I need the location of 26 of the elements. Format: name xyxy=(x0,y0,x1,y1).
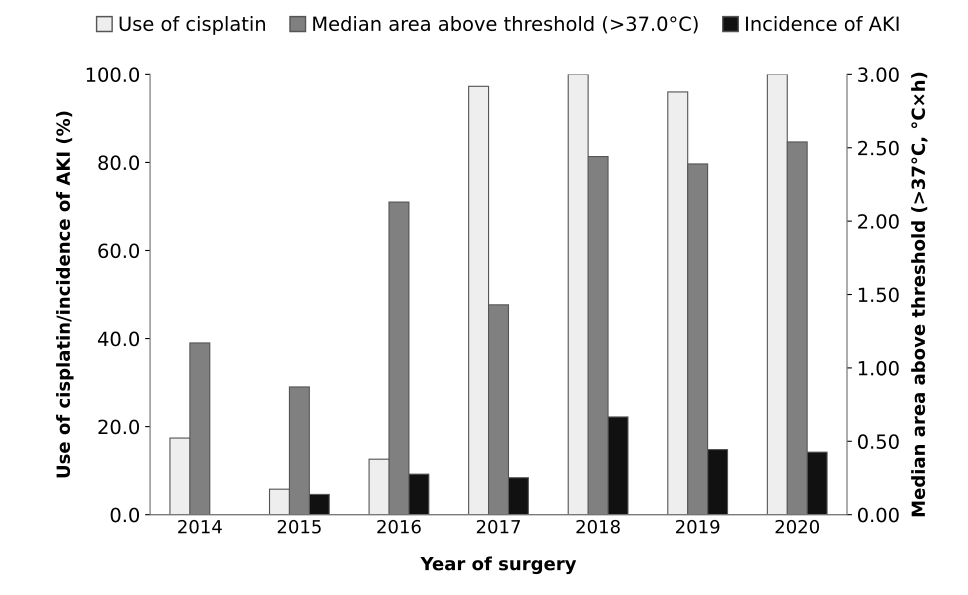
y-tick-label: 40.0 xyxy=(98,332,140,346)
y-tick-label: 60.0 xyxy=(98,243,140,258)
y-tick-label: 80.0 xyxy=(98,155,140,170)
y-axis-title: Use of cisplatin/incidence of AKI (%) xyxy=(56,112,74,478)
y2-tick-label: 0.50 xyxy=(858,434,899,449)
legend-label: Use of cisplatin xyxy=(120,16,265,35)
y-tick-label: 0.0 xyxy=(110,508,140,522)
y2-tick-label: 0.00 xyxy=(858,508,899,522)
y2-tick-label: 1.50 xyxy=(858,287,899,302)
y2-tick-label: 2.50 xyxy=(858,140,899,156)
y2-tick-label: 3.00 xyxy=(858,67,899,82)
x-tick-label: 2019 xyxy=(676,520,720,534)
x-tick-label: 2015 xyxy=(278,520,321,534)
x-tick-label: 2016 xyxy=(377,520,421,534)
x-axis-title: Year of surgery xyxy=(420,556,576,574)
x-tick-label: 2017 xyxy=(476,520,520,534)
x-tick-label: 2020 xyxy=(776,520,819,534)
y2-axis-title: Median area above threshold (>37°C, °C×h) xyxy=(911,72,928,516)
legend-label: Median area above threshold (>37.0°C) xyxy=(313,16,698,34)
x-tick-label: 2014 xyxy=(178,520,222,534)
x-tick-label: 2018 xyxy=(576,520,620,534)
legend-label: Incidence of AKI xyxy=(746,16,899,32)
y2-tick-label: 2.00 xyxy=(858,214,899,229)
y-tick-label: 100.0 xyxy=(86,67,140,82)
y-tick-label: 20.0 xyxy=(98,420,140,434)
y2-tick-label: 1.00 xyxy=(858,360,899,376)
